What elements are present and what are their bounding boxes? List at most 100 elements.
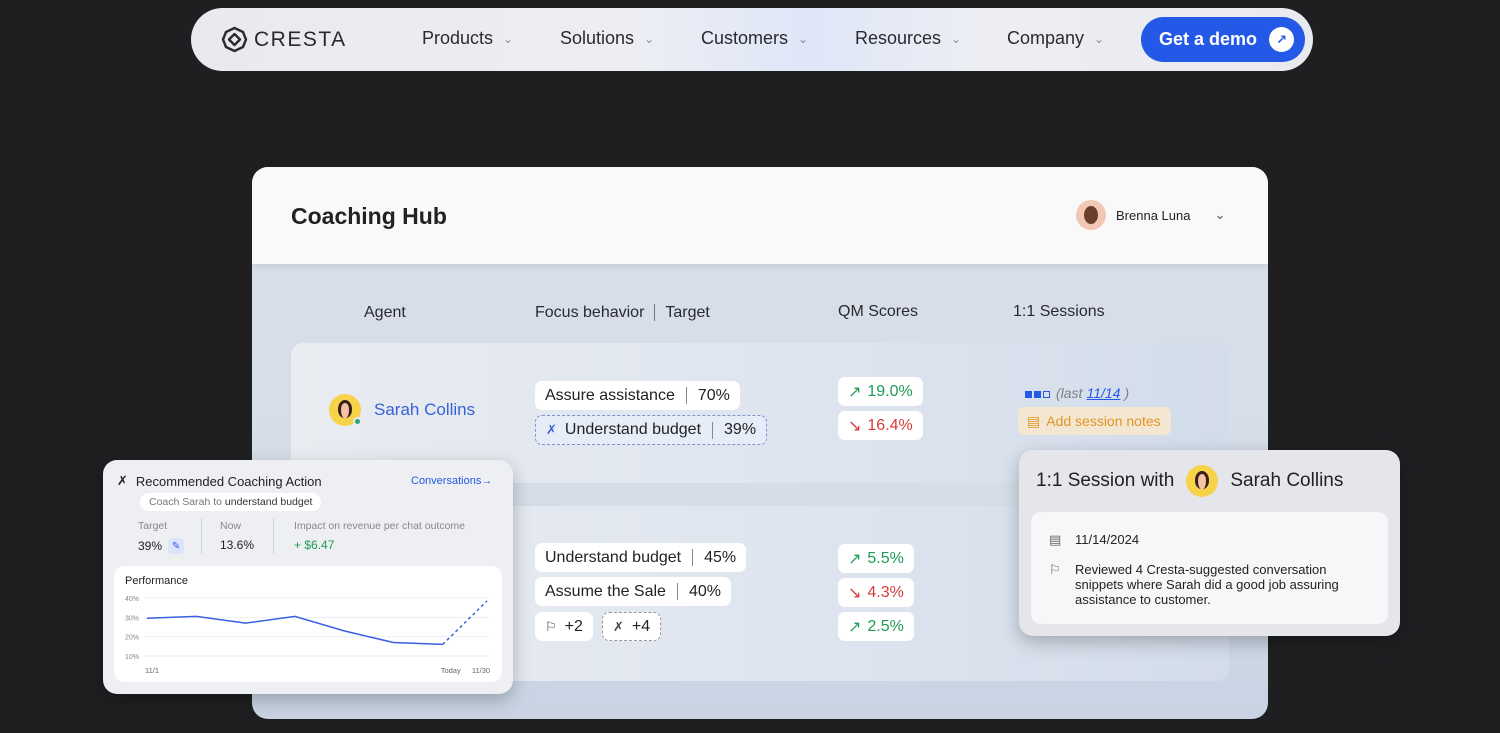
chevron-down-icon: ⌄ (1214, 207, 1226, 222)
cresta-logo[interactable]: CRESTA (221, 26, 347, 53)
behavior-pill-highlighted[interactable]: ✗ Understand budget 39% (535, 415, 768, 445)
avatar (1076, 200, 1106, 230)
sessions-suffix: ) (1124, 385, 1130, 401)
session-title: 1:1 Session with Sarah Collins (1036, 465, 1343, 497)
column-header-qm: QM Scores (838, 303, 919, 320)
chevron-down-icon: ⌄ (503, 31, 514, 46)
trend-down-icon: ↘ (848, 584, 862, 602)
last-session-link[interactable]: 11/14 (1086, 385, 1121, 401)
tools-icon: ✗ (613, 618, 624, 634)
trend-up-icon: ↗ (848, 618, 862, 636)
now-value: 13.6% (220, 538, 255, 552)
more-tools-pill[interactable]: ✗ +4 (602, 612, 662, 641)
qm-score-value: 19.0% (867, 382, 913, 400)
get-demo-button[interactable]: Get a demo ↗ (1141, 17, 1305, 62)
chart-title: Performance (125, 575, 188, 587)
session-card: 1:1 Session with Sarah Collins ▤ 11/14/20… (1019, 450, 1400, 636)
nav-solutions-label: Solutions (560, 28, 635, 48)
qm-score: ↘ 4.3% (838, 578, 914, 607)
trend-down-icon: ↘ (848, 417, 862, 435)
target-value-text: 39% (138, 539, 163, 553)
nav-solutions[interactable]: Solutions ⌄ (560, 28, 654, 49)
behavior-target: 45% (704, 548, 737, 566)
session-title-label: 1:1 Session with (1036, 470, 1175, 491)
behavior-target: 70% (697, 386, 730, 404)
behavior-pill[interactable]: Understand budget 45% (535, 543, 747, 572)
behavior-name: Assure assistance (545, 386, 675, 404)
page-title: Coaching Hub (291, 203, 447, 229)
chevron-down-icon: ⌄ (798, 31, 809, 46)
chevron-down-icon: ⌄ (644, 31, 655, 46)
divider (201, 518, 202, 554)
column-header-agent: Agent (364, 304, 406, 321)
user-menu[interactable]: Brenna Luna ⌄ (1076, 200, 1225, 230)
agent-name-link[interactable]: Sarah Collins (374, 400, 476, 419)
coach-suggestion-chip: Coach Sarah to understand budget (140, 493, 322, 511)
nav-company[interactable]: Company ⌄ (1007, 28, 1104, 49)
more-flags-pill[interactable]: ⚐ +2 (535, 612, 593, 641)
target-label: Target (138, 520, 168, 532)
session-note-row: ⚐ Reviewed 4 Cresta-suggested conversatio… (1049, 562, 1375, 607)
chevron-down-icon: ⌄ (1094, 31, 1105, 46)
tools-icon: ✗ (546, 422, 557, 437)
agent-cell[interactable]: Sarah Collins (329, 394, 475, 426)
session-date-row: ▤ 11/14/2024 (1049, 532, 1139, 548)
panel-header: Coaching Hub Brenna Luna ⌄ (252, 167, 1268, 264)
more-flags-count: +2 (564, 617, 583, 635)
session-agent-name: Sarah Collins (1230, 470, 1344, 491)
rec-title-label: Recommended Coaching Action (135, 473, 322, 489)
y-tick-label: 40% (125, 596, 139, 603)
session-date: 11/14/2024 (1075, 532, 1140, 547)
more-tools-count: +4 (631, 617, 651, 635)
series-line-projected (442, 600, 488, 645)
divider (654, 304, 656, 322)
behavior-pill[interactable]: Assume the Sale 40% (535, 577, 731, 606)
nav-company-label: Company (1007, 28, 1085, 48)
rec-title: ✗ Recommended Coaching Action (117, 473, 322, 489)
behavior-target: 40% (688, 582, 721, 600)
recommended-coaching-card: ✗ Recommended Coaching Action Conversatio… (103, 460, 513, 694)
qm-score: ↗ 5.5% (838, 544, 914, 573)
qm-score: ↗ 2.5% (838, 612, 914, 641)
avatar (1186, 465, 1219, 497)
nav-resources-label: Resources (855, 28, 942, 48)
now-label: Now (220, 520, 242, 532)
column-header-focus-label: Focus behavior (535, 304, 645, 321)
sessions-summary: (last 11/14) (1025, 385, 1129, 401)
chip-prefix: Coach Sarah to (149, 496, 222, 508)
sessions-prefix: (last (1056, 385, 1083, 401)
get-demo-label: Get a demo (1159, 29, 1258, 49)
impact-label: Impact on revenue per chat outcome (294, 520, 466, 532)
performance-chart-card: Performance 40% 30% 20% 10% 11/1 Today 11/30 (114, 566, 502, 682)
user-name: Brenna Luna (1116, 207, 1191, 223)
behavior-name: Understand budget (564, 421, 702, 438)
nav-resources[interactable]: Resources ⌄ (855, 28, 961, 49)
y-tick-label: 10% (125, 654, 139, 661)
trend-up-icon: ↗ (848, 383, 862, 401)
chevron-down-icon: ⌄ (951, 31, 962, 46)
nav-customers-label: Customers (701, 28, 789, 48)
behavior-target: 39% (724, 421, 757, 438)
nav-products[interactable]: Products ⌄ (422, 28, 513, 49)
logo-text: CRESTA (254, 27, 347, 51)
qm-score-value: 16.4% (867, 416, 913, 434)
cresta-logo-icon (221, 26, 248, 53)
edit-pencil-icon[interactable]: ✎ (168, 538, 185, 554)
performance-chart: 40% 30% 20% 10% 11/1 Today 11/30 (125, 596, 490, 675)
qm-score-value: 5.5% (867, 549, 904, 567)
session-note: Reviewed 4 Cresta-suggested conversation… (1075, 562, 1339, 607)
behavior-pill[interactable]: Assure assistance 70% (535, 381, 740, 410)
column-header-target-label: Target (665, 304, 710, 321)
column-header-sessions: 1:1 Sessions (1013, 303, 1105, 320)
y-tick-label: 30% (125, 615, 139, 622)
chip-behavior: understand budget (224, 496, 313, 508)
qm-score-value: 4.3% (867, 583, 904, 601)
nav-customers[interactable]: Customers ⌄ (701, 28, 808, 49)
calendar-icon: ▤ (1027, 412, 1041, 429)
qm-score: ↗ 19.0% (838, 377, 923, 406)
tools-icon: ✗ (117, 473, 128, 488)
arrow-up-right-icon: ↗ (1269, 27, 1295, 52)
conversations-link[interactable]: Conversations→ (411, 475, 493, 487)
add-session-notes-button[interactable]: ▤ Add session notes (1018, 407, 1171, 435)
session-progress-icon (1025, 385, 1052, 401)
